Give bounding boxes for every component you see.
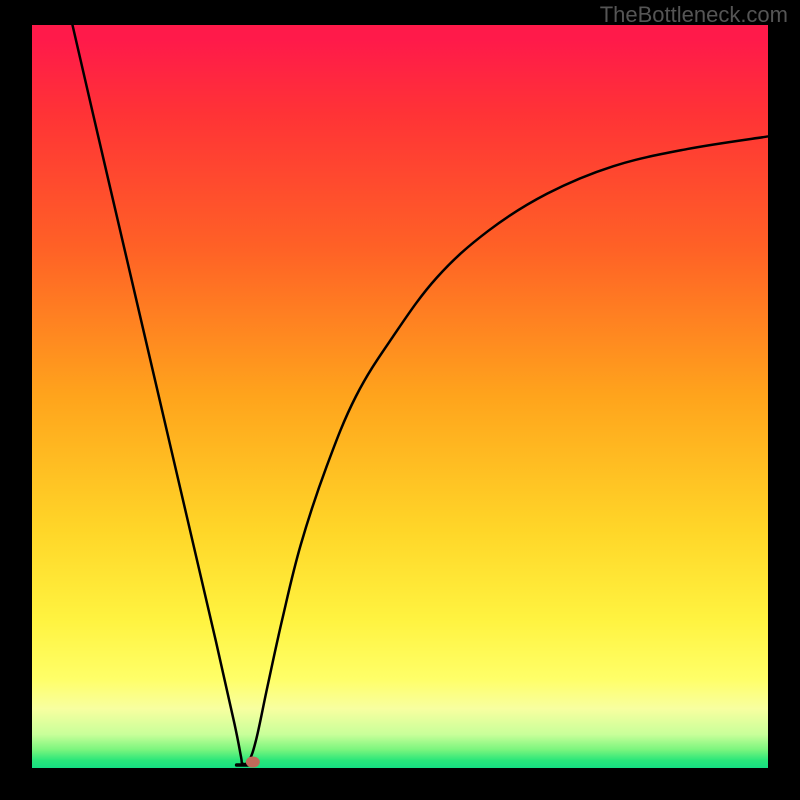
optimal-point-marker: [246, 757, 260, 768]
bottleneck-chart: TheBottleneck.com: [0, 0, 800, 800]
chart-svg: [0, 0, 800, 800]
attribution-text: TheBottleneck.com: [600, 2, 788, 28]
plot-background: [32, 25, 768, 768]
